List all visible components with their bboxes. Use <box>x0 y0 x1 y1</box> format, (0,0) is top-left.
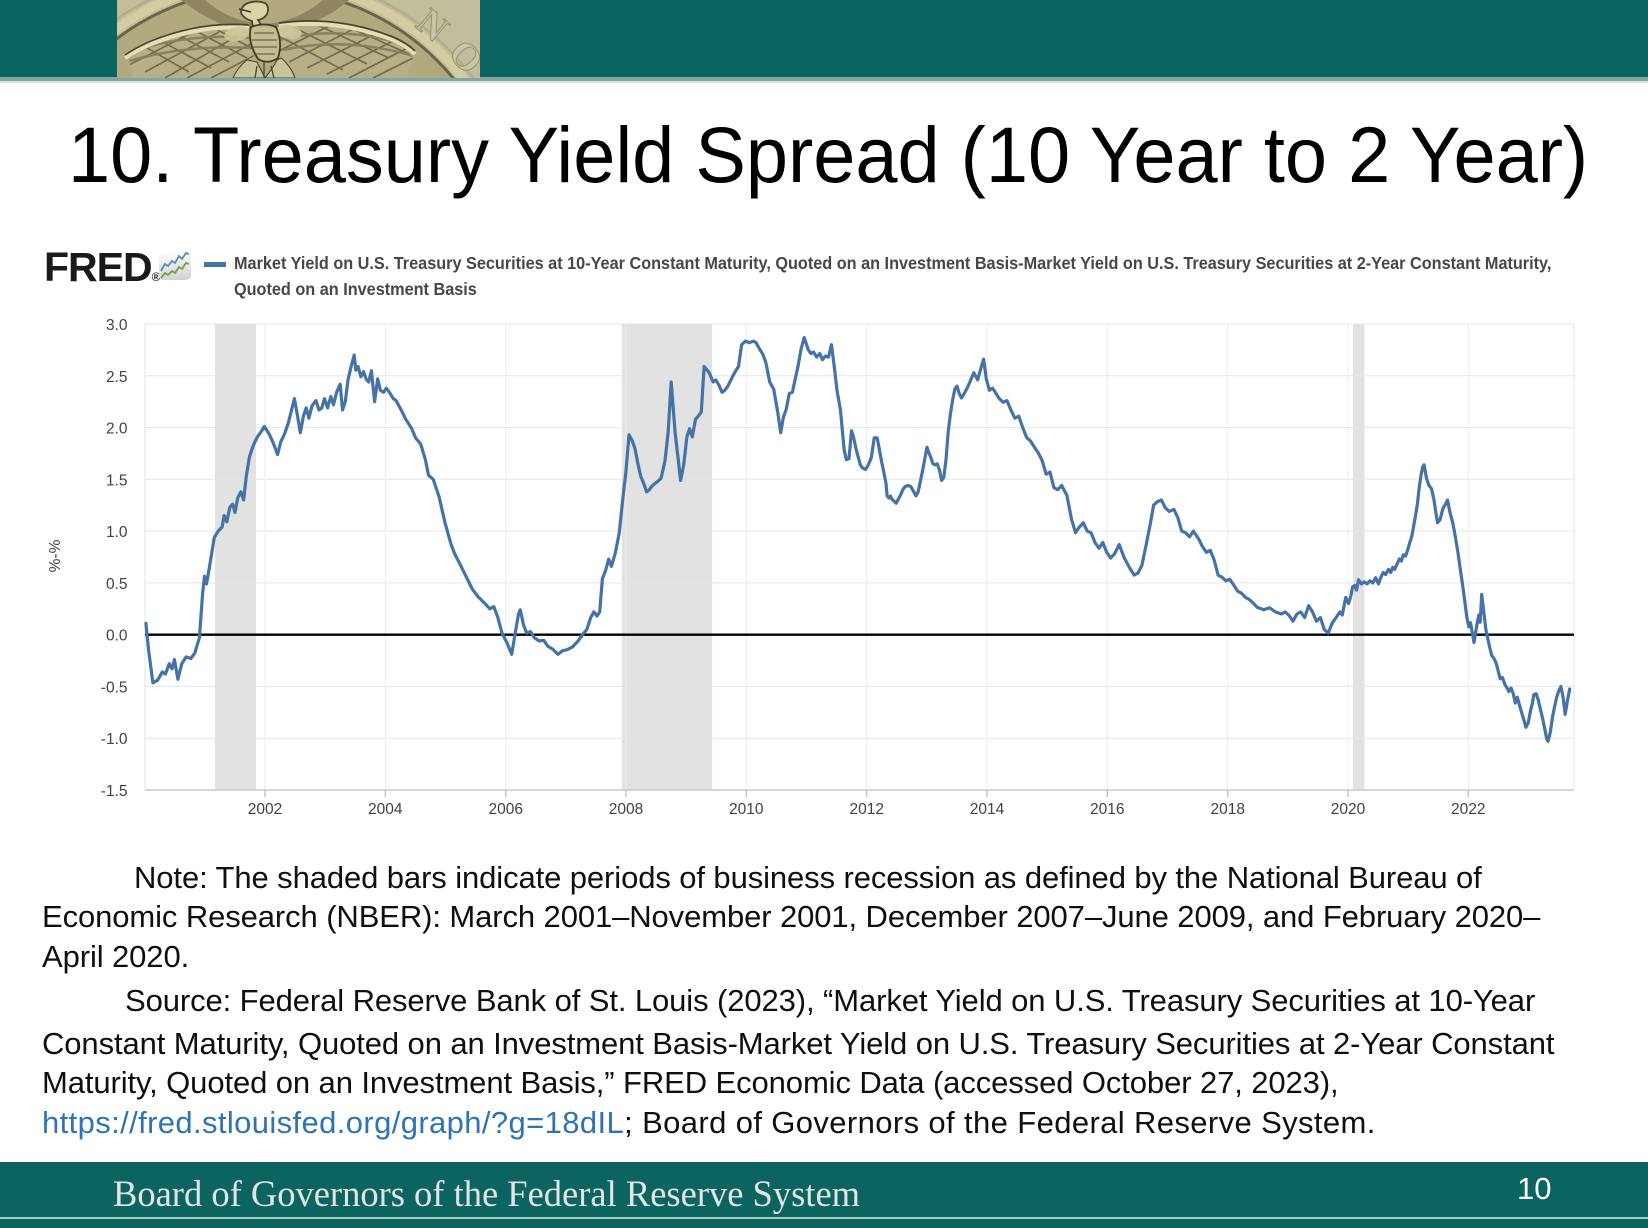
svg-text:0.0: 0.0 <box>106 628 128 645</box>
svg-text:2.5: 2.5 <box>106 369 128 386</box>
svg-text:2018: 2018 <box>1210 801 1244 818</box>
svg-text:2010: 2010 <box>729 801 764 818</box>
svg-text:3.0: 3.0 <box>106 317 128 334</box>
svg-text:2012: 2012 <box>849 801 883 818</box>
svg-text:2006: 2006 <box>488 801 522 818</box>
svg-text:2004: 2004 <box>368 801 403 818</box>
svg-text:2008: 2008 <box>609 801 643 818</box>
svg-text:0.5: 0.5 <box>106 576 128 593</box>
svg-text:2002: 2002 <box>248 801 282 818</box>
svg-text:-0.5: -0.5 <box>101 679 128 696</box>
svg-text:2014: 2014 <box>970 801 1005 818</box>
svg-text:2022: 2022 <box>1451 801 1485 818</box>
svg-text:2016: 2016 <box>1090 801 1124 818</box>
svg-text:-1.0: -1.0 <box>101 731 128 748</box>
svg-text:2020: 2020 <box>1331 801 1366 818</box>
svg-text:2.0: 2.0 <box>106 421 128 438</box>
svg-text:1.0: 1.0 <box>106 524 128 541</box>
svg-text:1.5: 1.5 <box>106 472 128 489</box>
svg-text:%-%: %-% <box>47 539 64 572</box>
svg-text:-1.5: -1.5 <box>101 783 128 800</box>
